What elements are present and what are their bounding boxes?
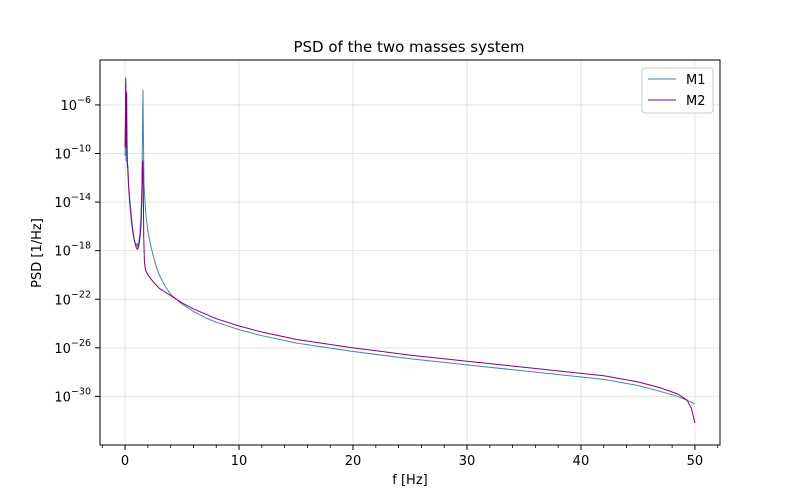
x-tick-label: 20 [345,454,362,469]
legend-label-m2: M2 [686,94,706,109]
y-tick-label: 10−18 [54,241,91,260]
x-tick-label: 50 [687,454,704,469]
x-tick-label: 30 [459,454,476,469]
y-tick-label: 10−26 [54,338,91,357]
y-tick-label: 10−10 [54,144,91,163]
x-axis-label: f [Hz] [392,473,427,488]
plot-frame [99,59,721,446]
x-tick-label: 40 [573,454,590,469]
y-axis-label: PSD [1/Hz] [30,218,45,288]
series-line-m2 [124,77,696,424]
grid-layer [100,60,720,445]
x-tick-label: 10 [231,454,248,469]
x-tick-label: 0 [121,454,129,469]
series-layer [124,77,696,424]
tick-layer: 0 10 20 30 40 50 10−30 10−26 10−22 10−18 10−14 10−1… [54,95,719,469]
y-tick-label: 10−6 [60,95,91,114]
y-tick-label: 10−30 [54,386,91,405]
legend-label-m1: M1 [686,73,706,88]
y-tick-label: 10−22 [54,289,91,308]
chart-title: PSD of the two masses system [293,38,524,56]
y-tick-label: 10−14 [54,192,91,211]
legend: M1 M2 [641,67,714,114]
